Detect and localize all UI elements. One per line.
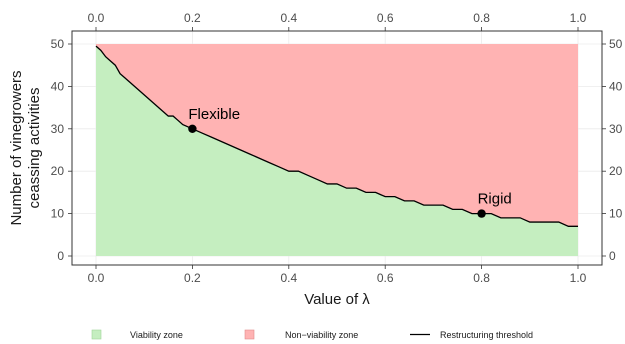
y-tick-label-left: 20 [51, 164, 65, 178]
annotation-point [188, 124, 197, 133]
y-axis-title-line-1: Number of vinegrowers [8, 70, 25, 225]
x-tick-label-top: 0.0 [88, 11, 105, 25]
y-tick-label-right: 20 [609, 164, 623, 178]
legend-label-non-viability: Non−viability zone [285, 330, 358, 340]
y-tick-label-left: 40 [51, 79, 65, 93]
legend-label-viability: Viability zone [130, 330, 183, 340]
x-tick-label-top: 1.0 [570, 11, 587, 25]
legend-key-non-viability [244, 329, 255, 340]
y-tick-label-left: 50 [51, 37, 65, 51]
viability-zone-area [96, 46, 578, 257]
non-viability-zone-area [96, 44, 578, 227]
annotation-label: Rigid [478, 191, 512, 208]
x-tick-label-bottom: 0.4 [280, 271, 297, 285]
x-tick-label-bottom: 0.6 [377, 271, 394, 285]
axes-group: 0.0 0.0 0.2 0.2 0.4 0.4 0.6 0.6 0.8 0.8 1.0 1.0 0 0 10… [51, 11, 623, 285]
x-tick-label-top: 0.4 [280, 11, 297, 25]
y-tick-label-right: 50 [609, 37, 623, 51]
y-tick-label-right: 0 [609, 249, 616, 263]
x-tick-label-top: 0.6 [377, 11, 394, 25]
x-axis-title: Value of λ [304, 291, 370, 308]
x-tick-label-bottom: 0.8 [473, 271, 490, 285]
annotation-point [477, 209, 486, 218]
y-tick-label-left: 0 [57, 249, 64, 263]
y-axis-title-line-2: ceassing activities [26, 88, 43, 209]
y-tick-label-right: 40 [609, 79, 623, 93]
legend: Viability zone Non−viability zone Restru… [91, 329, 533, 340]
legend-key-viability [91, 329, 102, 340]
annotations-group: Flexible Rigid [188, 106, 512, 218]
x-tick-label-top: 0.2 [184, 11, 201, 25]
y-tick-label-right: 30 [609, 122, 623, 136]
x-tick-label-bottom: 0.0 [88, 271, 105, 285]
annotation-label: Flexible [188, 106, 240, 123]
x-tick-label-bottom: 0.2 [184, 271, 201, 285]
y-tick-label-left: 30 [51, 122, 65, 136]
plot-panel-border [71, 30, 603, 266]
y-tick-label-right: 10 [609, 207, 623, 221]
y-tick-label-left: 10 [51, 207, 65, 221]
x-tick-label-top: 0.8 [473, 11, 490, 25]
x-tick-label-bottom: 1.0 [570, 271, 587, 285]
legend-label-threshold: Restructuring threshold [440, 330, 533, 340]
